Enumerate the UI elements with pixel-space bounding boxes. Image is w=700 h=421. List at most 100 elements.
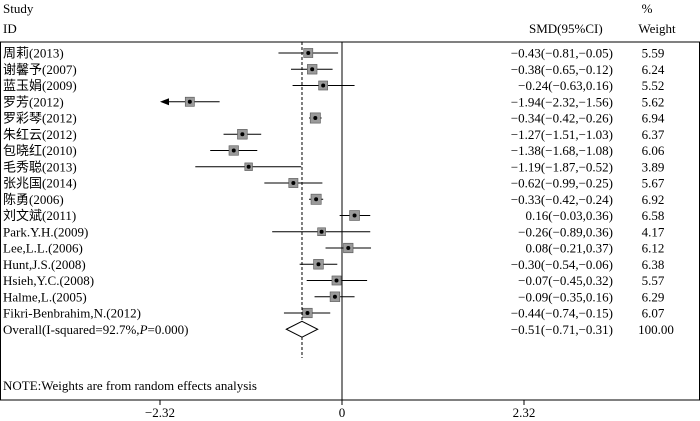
smd-ci-text: −0.38(−0.65,−0.12) <box>511 62 613 77</box>
header-smd: SMD(95%CI) <box>529 21 603 36</box>
smd-ci-text: −0.33(−0.42,−0.24) <box>511 192 613 207</box>
smd-ci-text: −0.34(−0.42,−0.26) <box>511 111 613 126</box>
smd-ci-text: −0.26(−0.89,0.36) <box>518 224 613 239</box>
x-tick-label: 0 <box>339 405 346 420</box>
point-estimate <box>246 164 251 169</box>
point-estimate <box>334 278 339 283</box>
smd-ci-text: −0.43(−0.81,−0.05) <box>511 46 613 61</box>
study-label: 谢馨予(2007) <box>3 62 77 77</box>
weight-value: 6.38 <box>642 257 665 272</box>
study-label: 毛秀聪(2013) <box>3 159 77 174</box>
study-row: Fikri-Benbrahim,N.(2012) −0.44(−0.74,−0.1… <box>3 306 665 321</box>
study-label: Hsieh,Y.C.(2008) <box>3 273 94 288</box>
point-estimate <box>346 246 351 250</box>
point-estimate <box>313 116 318 120</box>
overall-row: Overall(I-squared=92.7%,P=0.000) −0.51(−0… <box>3 320 674 338</box>
study-row: 朱红云(2012) −1.27(−1.51,−1.03) 6.37 <box>3 127 665 142</box>
weight-value: 5.57 <box>642 273 665 288</box>
smd-ci-text: −0.24(−0.63,0.16) <box>518 78 613 93</box>
study-row: 张兆国(2014) −0.62(−0.99,−0.25) 5.67 <box>3 176 665 191</box>
weight-value: 5.52 <box>642 78 665 93</box>
point-estimate <box>305 311 310 315</box>
note: NOTE:Weights are from random effects ana… <box>3 378 257 393</box>
study-row: 谢馨予(2007) −0.38(−0.65,−0.12) 6.24 <box>3 62 665 77</box>
study-row: 罗彩琴(2012) −0.34(−0.42,−0.26) 6.94 <box>3 111 665 126</box>
study-label: 陈勇(2006) <box>3 192 64 207</box>
study-label: Fikri-Benbrahim,N.(2012) <box>3 306 141 321</box>
point-estimate <box>319 229 324 234</box>
point-estimate <box>291 181 296 185</box>
weight-value: 5.62 <box>642 94 665 109</box>
study-row: 刘文斌(2011) 0.16(−0.03,0.36) 6.58 <box>3 208 664 223</box>
study-label: 罗彩琴(2012) <box>3 111 77 126</box>
smd-ci-text: −1.38(−1.68,−1.08) <box>511 143 613 158</box>
smd-ci-text: −0.44(−0.74,−0.15) <box>511 306 613 321</box>
weight-value: 6.58 <box>642 208 665 223</box>
overall-diamond <box>285 320 319 338</box>
study-row: Halme,L.(2005) −0.09(−0.35,0.16) 6.29 <box>3 289 664 304</box>
header-study: Study <box>3 1 34 16</box>
weight-value: 6.92 <box>642 192 665 207</box>
smd-ci-text: −0.09(−0.35,0.16) <box>518 289 613 304</box>
header-percent: % <box>642 1 653 16</box>
study-row: 蓝玉娟(2009) −0.24(−0.63,0.16) 5.52 <box>3 78 664 93</box>
weight-value: 6.24 <box>642 62 665 77</box>
study-label: 刘文斌(2011) <box>3 208 76 223</box>
study-row: 罗芳(2012) −1.94(−2.32,−1.56) 5.62 <box>3 94 664 109</box>
x-axis-ticks: −2.32 0 2.32 <box>145 400 535 420</box>
study-row: Lee,L.L.(2006) 0.08(−0.21,0.37) 6.12 <box>3 241 664 256</box>
overall-weight-value: 100.00 <box>638 322 674 337</box>
header-id: ID <box>3 21 17 36</box>
study-label: Halme,L.(2005) <box>3 289 87 304</box>
point-estimate <box>306 51 311 55</box>
study-label: 朱红云(2012) <box>3 127 77 142</box>
smd-ci-text: −1.19(−1.87,−0.52) <box>511 159 613 174</box>
point-estimate <box>321 83 326 88</box>
study-row: 毛秀聪(2013) −1.19(−1.87,−0.52) 3.89 <box>3 159 664 174</box>
weight-value: 6.06 <box>642 143 665 158</box>
overall-label: Overall(I-squared=92.7%,P=0.000) <box>3 322 188 337</box>
weight-value: 6.29 <box>642 289 665 304</box>
study-label: 张兆国(2014) <box>3 176 77 191</box>
weight-value: 6.07 <box>642 306 665 321</box>
header-weight: Weight <box>638 21 676 36</box>
point-estimate <box>187 99 192 104</box>
point-estimate <box>310 67 315 72</box>
study-label: 蓝玉娟(2009) <box>3 78 77 93</box>
smd-ci-text: 0.08(−0.21,0.37) <box>526 241 614 256</box>
smd-ci-text: 0.16(−0.03,0.36) <box>526 208 614 223</box>
point-estimate <box>316 262 321 267</box>
study-row: Park.Y.H.(2009) −0.26(−0.89,0.36) 4.17 <box>3 224 665 239</box>
point-estimate <box>240 132 245 137</box>
study-label: Lee,L.L.(2006) <box>3 241 83 256</box>
weight-value: 5.67 <box>642 176 665 191</box>
study-label: Hunt,J.S.(2008) <box>3 257 86 272</box>
weight-value: 6.37 <box>642 127 665 142</box>
study-row: 周莉(2013) −0.43(−0.81,−0.05) 5.59 <box>3 46 664 61</box>
study-row: 包晓红(2010) −1.38(−1.68,−1.08) 6.06 <box>3 143 665 158</box>
study-row: Hunt,J.S.(2008) −0.30(−0.54,−0.06) 6.38 <box>3 257 664 272</box>
smd-ci-text: −0.07(−0.45,0.32) <box>518 273 613 288</box>
point-estimate <box>231 148 236 153</box>
point-estimate <box>352 213 357 218</box>
smd-ci-text: −0.62(−0.99,−0.25) <box>511 176 613 191</box>
smd-ci-text: −1.27(−1.51,−1.03) <box>511 127 613 142</box>
smd-ci-text: −0.30(−0.54,−0.06) <box>511 257 613 272</box>
study-rows: 周莉(2013) −0.43(−0.81,−0.05) 5.59 谢馨予(2007) −… <box>3 46 665 321</box>
study-label: 周莉(2013) <box>3 46 64 61</box>
ci-arrow-left <box>159 98 169 106</box>
study-label: 包晓红(2010) <box>3 143 77 158</box>
point-estimate <box>332 294 337 299</box>
weight-value: 5.59 <box>642 46 665 61</box>
weight-value: 6.94 <box>642 111 665 126</box>
study-label: 罗芳(2012) <box>3 94 64 109</box>
smd-ci-text: −1.94(−2.32,−1.56) <box>511 94 613 109</box>
x-tick-label: 2.32 <box>513 405 536 420</box>
x-tick-label: −2.32 <box>145 405 175 420</box>
study-label: Park.Y.H.(2009) <box>3 224 88 239</box>
weight-value: 3.89 <box>642 159 665 174</box>
weight-value: 4.17 <box>642 224 665 239</box>
overall-smd-ci-text: −0.51(−0.71,−0.31) <box>511 322 613 337</box>
study-row: 陈勇(2006) −0.33(−0.42,−0.24) 6.92 <box>3 192 664 207</box>
